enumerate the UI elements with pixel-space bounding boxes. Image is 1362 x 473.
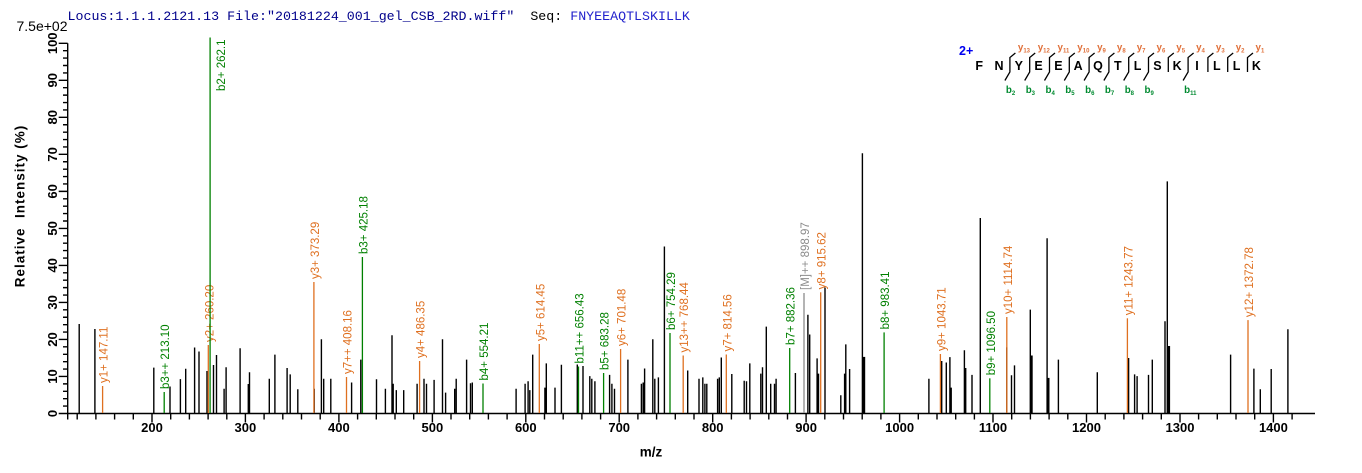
- svg-text:y8+ 915.62: y8+ 915.62: [817, 232, 829, 289]
- svg-text:y12+ 1372.78: y12+ 1372.78: [1244, 247, 1256, 317]
- svg-text:b6+ 754.29: b6+ 754.29: [666, 272, 678, 330]
- svg-text:1100: 1100: [979, 420, 1007, 435]
- svg-text:b4: b4: [1046, 85, 1056, 97]
- svg-text:1000: 1000: [885, 420, 914, 435]
- svg-text:80: 80: [45, 110, 60, 124]
- svg-text:20: 20: [45, 332, 60, 346]
- svg-text:100: 100: [45, 32, 60, 54]
- svg-text:b6: b6: [1085, 85, 1095, 97]
- svg-text:K: K: [1173, 59, 1182, 73]
- svg-text:2+: 2+: [959, 44, 973, 58]
- svg-text:A: A: [1074, 59, 1083, 73]
- svg-text:b9: b9: [1145, 85, 1155, 97]
- svg-text:y9: y9: [1097, 43, 1106, 55]
- svg-text:b8+ 983.41: b8+ 983.41: [880, 272, 892, 330]
- svg-text:7.5e+02: 7.5e+02: [17, 18, 68, 34]
- svg-text:b5: b5: [1065, 85, 1075, 97]
- svg-text:L: L: [1134, 59, 1142, 73]
- svg-text:y1+ 147.11: y1+ 147.11: [99, 327, 111, 383]
- svg-text:y5: y5: [1176, 43, 1185, 55]
- svg-text:L: L: [1233, 59, 1241, 73]
- svg-text:500: 500: [422, 420, 444, 435]
- svg-text:y10: y10: [1077, 43, 1090, 55]
- svg-text:y7+ 814.56: y7+ 814.56: [722, 294, 734, 351]
- svg-text:y10+ 1114.74: y10+ 1114.74: [1003, 245, 1015, 314]
- svg-text:S: S: [1153, 59, 1161, 73]
- svg-text:200: 200: [141, 420, 163, 435]
- svg-text:30: 30: [45, 295, 60, 309]
- svg-text:y3+ 373.29: y3+ 373.29: [310, 222, 322, 279]
- svg-text:T: T: [1114, 59, 1122, 73]
- svg-text:y7: y7: [1137, 43, 1146, 55]
- svg-text:K: K: [1252, 59, 1261, 73]
- svg-text:1300: 1300: [1166, 420, 1195, 435]
- svg-text:b7: b7: [1105, 85, 1115, 97]
- svg-text:y4+ 486.35: y4+ 486.35: [416, 301, 428, 358]
- svg-text:y6+ 701.48: y6+ 701.48: [617, 289, 629, 346]
- svg-text:m/z: m/z: [640, 445, 663, 460]
- svg-text:y12: y12: [1038, 43, 1051, 55]
- svg-text:[M]++ 898.97: [M]++ 898.97: [800, 222, 812, 290]
- svg-text:b4+ 554.21: b4+ 554.21: [479, 323, 491, 381]
- svg-text:Locus:1.1.1.2121.13 File:"2018: Locus:1.1.1.2121.13 File:"20181224_001_g…: [68, 9, 690, 24]
- svg-text:60: 60: [45, 184, 60, 198]
- svg-text:y9+ 1043.71: y9+ 1043.71: [936, 287, 948, 351]
- svg-text:y11: y11: [1058, 43, 1070, 55]
- svg-text:y5+ 614.45: y5+ 614.45: [535, 284, 547, 341]
- svg-text:E: E: [1034, 59, 1042, 73]
- svg-text:y3: y3: [1216, 43, 1225, 55]
- svg-text:700: 700: [608, 420, 630, 435]
- svg-text:0: 0: [45, 410, 60, 417]
- svg-text:b9+ 1096.50: b9+ 1096.50: [986, 311, 998, 375]
- svg-text:y13: y13: [1018, 43, 1031, 55]
- svg-text:I: I: [1195, 59, 1198, 73]
- svg-text:40: 40: [45, 258, 60, 272]
- svg-text:70: 70: [45, 147, 60, 161]
- svg-text:y11+ 1243.77: y11+ 1243.77: [1123, 246, 1135, 315]
- svg-text:b3: b3: [1026, 85, 1036, 97]
- svg-text:y2: y2: [1236, 43, 1245, 55]
- svg-text:y8: y8: [1117, 43, 1126, 55]
- svg-text:b5+ 683.28: b5+ 683.28: [600, 312, 612, 370]
- svg-text:800: 800: [702, 420, 724, 435]
- svg-text:y1: y1: [1256, 43, 1265, 55]
- svg-text:y6: y6: [1157, 43, 1166, 55]
- svg-text:10: 10: [45, 369, 60, 383]
- svg-text:b8: b8: [1125, 85, 1135, 97]
- svg-text:b11++ 656.43: b11++ 656.43: [575, 293, 587, 363]
- svg-text:600: 600: [515, 420, 537, 435]
- svg-text:F: F: [975, 59, 983, 73]
- svg-text:Y: Y: [1015, 59, 1024, 73]
- svg-text:y4: y4: [1196, 43, 1205, 55]
- svg-text:1400: 1400: [1259, 420, 1288, 435]
- svg-text:N: N: [994, 59, 1003, 73]
- svg-text:900: 900: [795, 420, 817, 435]
- svg-text:50: 50: [45, 221, 60, 235]
- svg-text:b3+ 425.18: b3+ 425.18: [358, 196, 370, 254]
- svg-text:400: 400: [328, 420, 350, 435]
- svg-text:b2+ 262.1: b2+ 262.1: [216, 40, 228, 91]
- svg-text:y7++ 408.16: y7++ 408.16: [343, 310, 355, 374]
- svg-text:y13++ 768.44: y13++ 768.44: [679, 282, 691, 353]
- svg-text:300: 300: [235, 420, 257, 435]
- svg-text:b2: b2: [1006, 85, 1016, 97]
- svg-text:1200: 1200: [1072, 420, 1101, 435]
- svg-text:b3++ 213.10: b3++ 213.10: [160, 324, 172, 389]
- svg-text:90: 90: [45, 73, 60, 87]
- svg-text:L: L: [1213, 59, 1221, 73]
- svg-text:Q: Q: [1093, 59, 1103, 73]
- svg-text:Relative Intensity (%): Relative Intensity (%): [13, 125, 28, 288]
- svg-text:E: E: [1054, 59, 1062, 73]
- svg-text:b11: b11: [1184, 85, 1197, 97]
- svg-text:b7+ 882.36: b7+ 882.36: [786, 287, 798, 345]
